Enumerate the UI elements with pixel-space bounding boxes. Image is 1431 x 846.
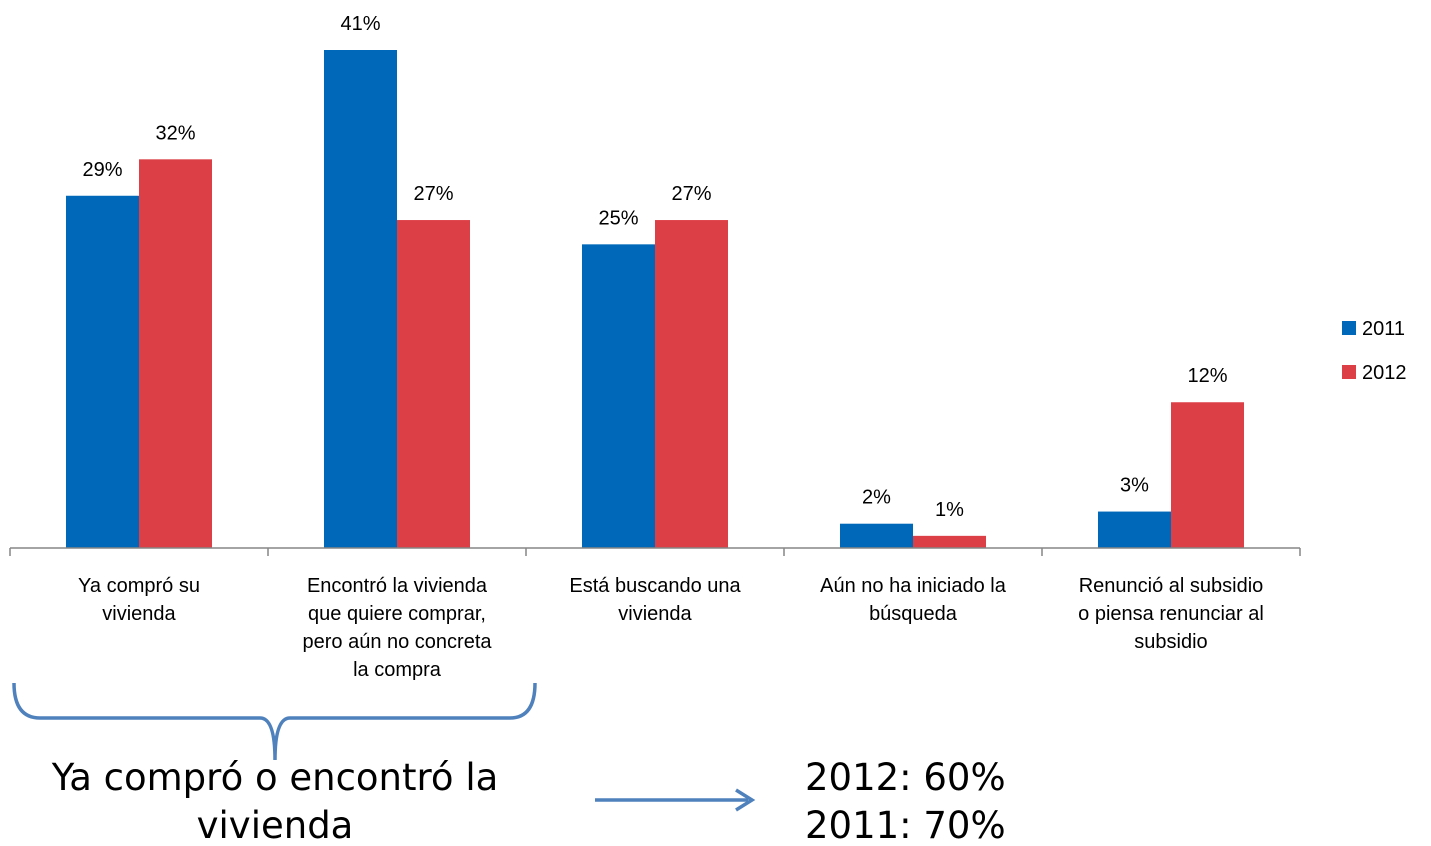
value-label: 41%	[340, 13, 380, 35]
value-label: 12%	[1187, 365, 1227, 387]
bar	[1171, 402, 1244, 548]
bar	[913, 535, 986, 548]
legend-swatch	[1342, 321, 1356, 335]
brace	[12, 682, 537, 761]
legend-swatch	[1342, 365, 1356, 379]
bar	[840, 523, 913, 548]
bar	[66, 195, 139, 548]
value-label: 25%	[598, 207, 638, 229]
x-tick-label: Renunció al subsidio o piensa renunciar a…	[1078, 575, 1264, 653]
value-label: 2%	[862, 487, 891, 509]
x-tick-label: Encontró la vivienda que quiere comprar, p…	[302, 575, 492, 681]
value-label: 1%	[935, 499, 964, 521]
value-label: 29%	[82, 159, 122, 181]
x-tick-label: Ya compró su vivienda	[78, 575, 200, 625]
bar	[324, 50, 397, 548]
x-tick-label: Aún no ha iniciado la búsqueda	[820, 575, 1007, 625]
bar	[655, 220, 728, 549]
value-label: 27%	[413, 183, 453, 205]
bar	[582, 244, 655, 548]
value-label: 3%	[1120, 475, 1149, 497]
arrow-head	[735, 788, 756, 812]
value-label: 32%	[155, 122, 195, 144]
x-tick-label: Está buscando una vivienda	[569, 575, 741, 625]
annotation: Ya compró o encontró la vivienda	[51, 756, 499, 846]
legend-label: 2012	[1362, 362, 1407, 384]
bar	[397, 220, 470, 549]
value-label: 27%	[671, 183, 711, 205]
annotation: 2012: 60%	[805, 756, 1006, 799]
annotation: 2011: 70%	[805, 804, 1006, 846]
legend-label: 2011	[1362, 318, 1405, 340]
bar	[139, 159, 212, 548]
bar	[1098, 511, 1171, 548]
